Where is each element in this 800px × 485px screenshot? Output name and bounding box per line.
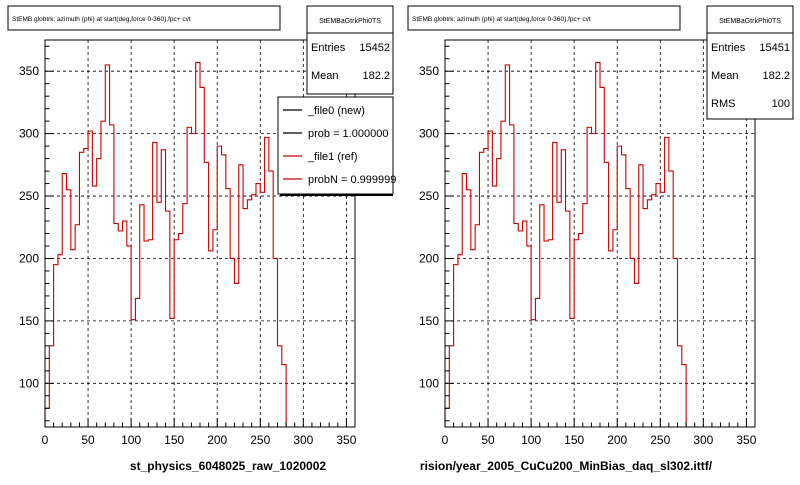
x-tick-label: 0 [42,433,49,447]
stats-name: StEMBaGtrkPhi0TS [319,18,381,25]
y-tick-label: 250 [419,189,439,203]
x-axis-label: rision/year_2005_CuCu200_MinBias_daq_sl3… [420,459,713,473]
x-tick-label: 200 [607,433,627,447]
legend-label: _file0 (new) [307,105,365,117]
x-tick-label: 50 [81,433,95,447]
stats-value: 182.2 [762,70,790,82]
stats-value: 100 [772,98,790,110]
chart-title: StEMB globtrk: azimuth (phi) at start(de… [12,16,191,23]
title-box [7,5,281,31]
legend-label: _file1 (ref) [307,151,358,163]
title-box [407,5,681,31]
x-tick-label: 200 [207,433,227,447]
x-tick-label: 250 [650,433,670,447]
y-tick-label: 300 [19,127,39,141]
x-tick-label: 250 [250,433,270,447]
stats-box [706,5,794,120]
y-tick-label: 350 [19,64,39,78]
x-tick-label: 0 [442,433,449,447]
x-tick-label: 150 [564,433,584,447]
x-tick-label: 50 [481,433,495,447]
histogram-panel-2: 0 50 100 150 200 250 300 350 100 150 200 250 300 350 r… [407,5,794,473]
y-tick-label: 250 [19,189,39,203]
series-1-line [444,61,687,427]
x-tick-label: 350 [736,433,756,447]
x-tick-label: 300 [293,433,313,447]
y-tick-label: 300 [419,127,439,141]
stats-value: 15452 [359,42,390,54]
stats-label: Entries [711,42,746,54]
x-axis-label: st_physics_6048025_raw_1020002 [130,459,326,473]
y-tick-label: 200 [419,251,439,265]
x-tick-label: 350 [336,433,356,447]
stats-label: Entries [311,42,346,54]
x-tick-label: 300 [693,433,713,447]
stats-name: StEMBaGtrkPhi0TS [719,18,781,25]
x-tick-label: 100 [121,433,141,447]
y-tick-label: 150 [419,314,439,328]
stats-label: Mean [711,70,739,82]
legend-label: prob = 1.000000 [308,128,388,140]
stats-box [306,5,394,95]
y-tick-label: 100 [419,376,439,390]
x-tick-label: 150 [164,433,184,447]
stats-value: 182.2 [362,70,390,82]
series-1-line [44,61,287,427]
x-tick-label: 100 [521,433,541,447]
stats-value: 15451 [759,42,790,54]
chart-title: StEMB globtrk: azimuth (phi) at start(de… [412,16,591,23]
histogram-panel-1: 0 50 100 150 200 250 300 350 100 150 200 250 300 350 s… [7,5,396,473]
legend-label: probN = 0.999999 [308,174,396,186]
y-tick-label: 100 [19,376,39,390]
y-tick-label: 350 [419,64,439,78]
y-tick-label: 200 [19,251,39,265]
stats-label: RMS [711,98,735,110]
legend-box [277,96,394,195]
stats-label: Mean [311,70,339,82]
y-tick-label: 150 [19,314,39,328]
